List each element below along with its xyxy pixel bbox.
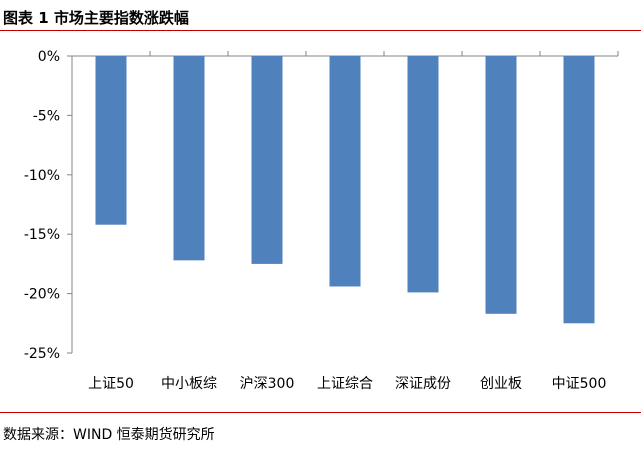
category-label: 中小板综 <box>161 376 217 392</box>
category-label: 中证500 <box>552 376 607 392</box>
y-tick-label: -5% <box>33 108 60 124</box>
y-tick-label: -20% <box>24 287 60 303</box>
category-label: 创业板 <box>480 376 522 392</box>
figure-title: 图表 1 市场主要指数涨跌幅 <box>3 9 189 27</box>
category-labels: 上证50 中小板综 沪深300 上证综合 深证成份 创业板 中证500 <box>88 376 606 392</box>
bar-7 <box>563 56 595 324</box>
category-label: 沪深300 <box>240 376 295 392</box>
bar-4 <box>329 56 361 287</box>
bar-6 <box>485 56 517 314</box>
category-label: 深证成份 <box>395 376 451 392</box>
bars-group <box>95 56 595 324</box>
bar-1 <box>95 56 127 225</box>
y-tick-label: -15% <box>24 227 60 243</box>
source-note: 数据来源：WIND 恒泰期货研究所 <box>3 427 215 443</box>
bar-5 <box>407 56 439 293</box>
title-divider <box>0 30 641 31</box>
y-axis: 0% -5% -10% -15% -20% -25% <box>24 49 619 362</box>
source-divider <box>0 412 641 413</box>
bar-3 <box>251 56 283 264</box>
y-tick-label: -10% <box>24 168 60 184</box>
y-tick-label: -25% <box>24 346 60 362</box>
bar-chart: 0% -5% -10% -15% -20% -25% 上证50 中小板综 沪深300 上证综合 深… <box>24 49 619 392</box>
category-label: 上证综合 <box>317 376 373 392</box>
category-label: 上证50 <box>88 376 134 392</box>
bar-2 <box>173 56 205 261</box>
y-tick-label: 0% <box>38 49 60 65</box>
